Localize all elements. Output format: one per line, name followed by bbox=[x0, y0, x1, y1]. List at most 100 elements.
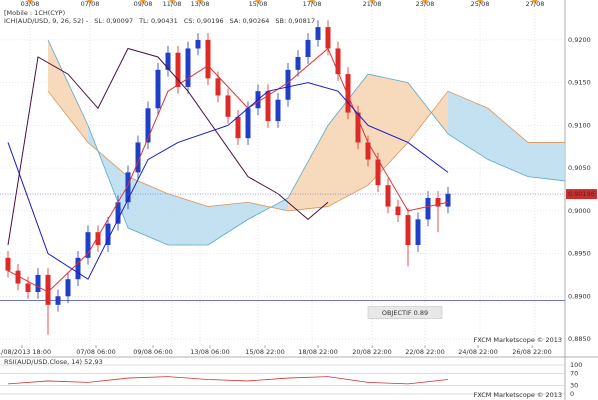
cloud-segment bbox=[128, 176, 168, 246]
cloud-segment bbox=[488, 108, 528, 177]
candle-body bbox=[225, 95, 231, 117]
candle-body bbox=[295, 57, 301, 70]
candle-body bbox=[315, 27, 321, 40]
candle-body bbox=[395, 206, 401, 216]
cloud-segment bbox=[528, 142, 565, 181]
legend-entry: CS: 0,90196 bbox=[184, 17, 224, 25]
rsi-tick-label: 0 bbox=[570, 390, 574, 398]
candle-body bbox=[215, 78, 221, 96]
indicator-line bbox=[7, 47, 329, 246]
cloud-segment bbox=[168, 193, 208, 246]
tick-marker bbox=[477, 0, 483, 4]
candle-body bbox=[195, 39, 201, 49]
rsi-tick-label: 30 bbox=[570, 381, 578, 389]
tick-marker bbox=[309, 0, 315, 4]
candle-body bbox=[135, 142, 141, 173]
legend-entry: SA: 0,90264 bbox=[230, 17, 270, 25]
x-tick-label: 15/08 22:00 bbox=[245, 348, 285, 356]
legend-entry: TL: 0,90431 bbox=[138, 17, 178, 25]
y-tick-label: 0,9200 bbox=[568, 36, 591, 44]
candle-body bbox=[265, 91, 271, 122]
candle-body bbox=[185, 48, 191, 87]
tick-marker bbox=[422, 0, 428, 4]
senkou-b-line bbox=[47, 39, 566, 246]
header: [Mobile : 1CH(CYP) bbox=[4, 9, 65, 17]
y-tick-label: 0,9150 bbox=[568, 79, 591, 87]
x-tick-label: 11/08 bbox=[163, 0, 182, 8]
candle-body bbox=[355, 112, 361, 143]
x-tick-label: 07/08 06:00 bbox=[76, 348, 116, 356]
candle-body bbox=[365, 142, 371, 160]
tick-marker bbox=[169, 0, 175, 4]
rsi-tick-label: 100 bbox=[570, 361, 582, 369]
candle-body bbox=[245, 108, 251, 139]
candle-body bbox=[405, 215, 411, 246]
candle-body bbox=[305, 39, 311, 58]
candle-body bbox=[345, 74, 351, 113]
x-tick-label: 23/08 bbox=[416, 0, 435, 8]
candle-body bbox=[425, 198, 431, 220]
legend-entry: SB: 0,90817 bbox=[275, 17, 315, 25]
watermark: FXCM Marketscope © 2013 bbox=[473, 391, 562, 399]
rsi-title: RSI(AUD/USD.Close, 14) 52,93 bbox=[4, 358, 103, 366]
candle-body bbox=[235, 116, 241, 139]
candle-body bbox=[65, 279, 71, 297]
indicator-line bbox=[7, 47, 449, 293]
tick-marker bbox=[532, 0, 538, 4]
cloud-segment bbox=[448, 91, 488, 160]
y-tick-label: 0,9100 bbox=[568, 121, 591, 129]
candle-body bbox=[95, 232, 101, 246]
y-tick-label: 0,8850 bbox=[568, 335, 591, 343]
legend-entry: ICH(AUD/USD, 9, 26, 52) - bbox=[4, 17, 89, 25]
candle-body bbox=[55, 296, 61, 305]
candle-body bbox=[415, 219, 421, 246]
candle-body bbox=[335, 48, 341, 75]
legend-entry: SL: 0,90097 bbox=[94, 17, 133, 25]
candle-body bbox=[275, 99, 281, 122]
cloud-segment bbox=[48, 39, 88, 143]
x-tick-label: 26/08 22:00 bbox=[512, 348, 552, 356]
x-tick-label: 27/08 bbox=[526, 0, 545, 8]
cloud-segment bbox=[408, 82, 448, 143]
candle-body bbox=[25, 283, 31, 293]
indicator-line bbox=[7, 82, 449, 280]
candle-body bbox=[145, 108, 151, 143]
x-tick-label: 24/08 22:00 bbox=[458, 348, 498, 356]
candle-body bbox=[435, 198, 441, 207]
x-tick-label: 18/08 22:00 bbox=[298, 348, 338, 356]
y-tick-label: 0,8950 bbox=[568, 250, 591, 258]
x-tick-label: 22/08 22:00 bbox=[405, 348, 445, 356]
x-tick-label: 09/08 06:00 bbox=[133, 348, 173, 356]
x-tick-label: 13/08 06:00 bbox=[190, 348, 230, 356]
candle-body bbox=[165, 52, 171, 70]
x-tick-label: 01/08/2013 18:00 bbox=[0, 348, 51, 356]
x-tick-label: 25/08 bbox=[471, 0, 490, 8]
candle-body bbox=[45, 274, 51, 305]
candle-body bbox=[325, 27, 331, 49]
y-tick-label: 0,9000 bbox=[568, 207, 591, 215]
candle-body bbox=[375, 159, 381, 186]
objective-box bbox=[367, 306, 443, 319]
tick-marker bbox=[369, 0, 375, 4]
price-label: 0,90196 bbox=[568, 190, 595, 198]
candle-body bbox=[35, 274, 41, 293]
cloud-segment bbox=[208, 202, 248, 246]
price-box bbox=[566, 189, 597, 200]
candle-body bbox=[155, 69, 161, 109]
candle-body bbox=[85, 232, 91, 258]
tick-marker bbox=[255, 0, 261, 4]
candle-body bbox=[75, 257, 81, 280]
candle-body bbox=[125, 172, 131, 203]
candle-body bbox=[285, 69, 291, 100]
y-tick-label: 0,8900 bbox=[568, 292, 591, 300]
candle-body bbox=[5, 257, 11, 271]
x-tick-label: 03/08 bbox=[21, 0, 40, 8]
candle-body bbox=[15, 270, 21, 284]
tick-marker bbox=[140, 0, 146, 4]
cloud-segment bbox=[288, 125, 328, 211]
x-tick-label: 09/08 bbox=[134, 0, 153, 8]
candle-body bbox=[115, 202, 121, 224]
candle-body bbox=[445, 193, 451, 207]
senkou-a-line bbox=[47, 90, 565, 212]
